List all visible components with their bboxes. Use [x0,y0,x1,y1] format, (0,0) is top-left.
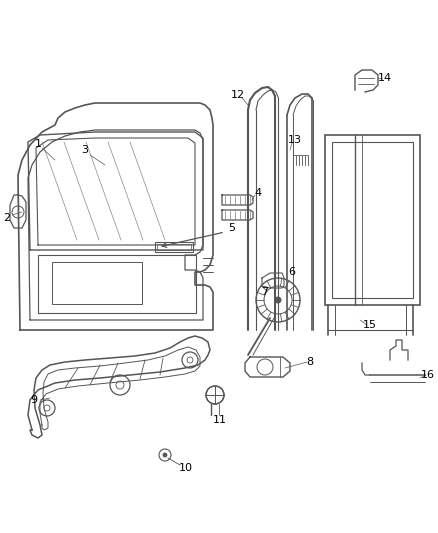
Text: 6: 6 [289,267,296,277]
Circle shape [206,386,224,404]
Text: 16: 16 [421,370,435,380]
Text: 8: 8 [307,357,314,367]
Text: 14: 14 [378,73,392,83]
Text: 7: 7 [261,287,268,297]
Bar [38,255,196,313]
Bar [325,135,420,305]
Text: 10: 10 [179,463,193,473]
Bar [52,262,142,304]
Circle shape [275,297,281,303]
Text: 2: 2 [4,213,11,223]
Text: 5: 5 [229,223,236,233]
Bar [332,142,413,298]
Text: 4: 4 [254,188,261,198]
Text: 1: 1 [35,139,42,149]
Bar [157,244,191,250]
Text: 9: 9 [30,395,38,405]
Bar [155,242,193,252]
Text: 11: 11 [213,415,227,425]
Text: 3: 3 [81,145,88,155]
Circle shape [163,453,167,457]
Text: 13: 13 [288,135,302,145]
Text: 12: 12 [231,90,245,100]
Text: 15: 15 [363,320,377,330]
